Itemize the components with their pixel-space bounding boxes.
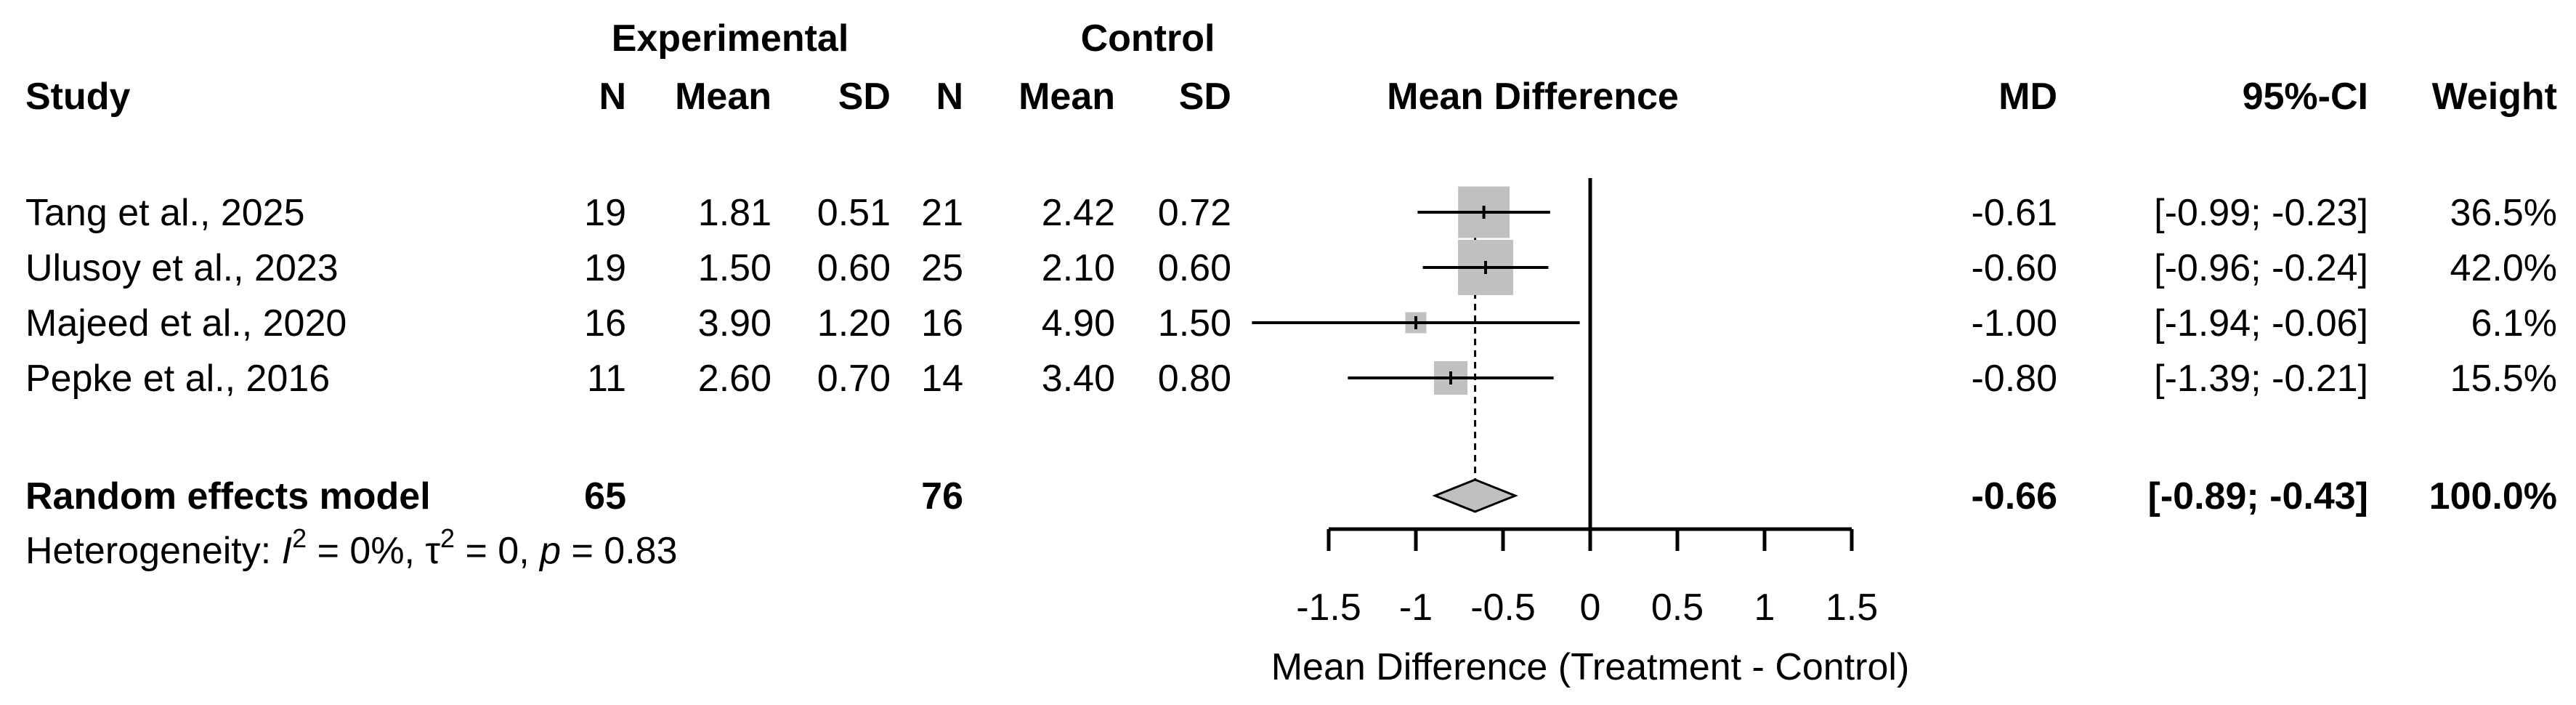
study-e-sd: 1.20: [817, 302, 891, 345]
study-md: -0.60: [1971, 247, 2057, 289]
header-experimental: Experimental: [612, 17, 849, 60]
het-tau-sup: 2: [440, 523, 455, 553]
study-c-sd: 0.72: [1158, 192, 1231, 234]
study-name: Pepke et al., 2016: [25, 358, 330, 400]
study-e-n: 11: [587, 358, 626, 400]
study-md: -0.80: [1971, 358, 2057, 400]
study-row-1: Ulusoy et al., 2023 19 1.50 0.60 25 2.10…: [25, 247, 2557, 289]
het-i2-value: = 0%,: [307, 530, 425, 572]
header-c-mean: Mean: [1018, 76, 1115, 118]
study-row-2: Majeed et al., 2020 16 3.90 1.20 16 4.90…: [25, 302, 2557, 345]
study-ci: [-0.99; -0.23]: [2154, 192, 2368, 234]
study-c-mean: 3.40: [1042, 358, 1115, 400]
x-axis-label: Mean Difference (Treatment - Control): [1271, 646, 1910, 688]
study-e-mean: 1.81: [698, 192, 771, 234]
study-c-mean: 2.10: [1042, 247, 1115, 289]
study-e-mean: 1.50: [698, 247, 771, 289]
het-i-sup: 2: [292, 523, 307, 553]
study-ci: [-1.94; -0.06]: [2154, 302, 2368, 345]
study-weight: 36.5%: [2450, 192, 2557, 234]
study-e-sd: 0.51: [817, 192, 891, 234]
het-tau-value: = 0,: [455, 530, 540, 572]
header-md: MD: [1998, 76, 2057, 118]
x-tick-label-1: -1: [1399, 587, 1433, 629]
study-c-mean: 4.90: [1042, 302, 1115, 345]
plot-marks: -1.5 -1 -0.5 0 0.5 1 1.5: [1252, 178, 1878, 629]
study-md: -1.00: [1971, 302, 2057, 345]
header-c-sd: SD: [1179, 76, 1231, 118]
het-prefix: Heterogeneity:: [25, 530, 282, 572]
study-c-n: 14: [921, 358, 963, 400]
study-md: -0.61: [1971, 192, 2057, 234]
study-c-n: 25: [921, 247, 963, 289]
study-c-mean: 2.42: [1042, 192, 1115, 234]
summary-e-n: 65: [584, 475, 626, 517]
header-control: Control: [1081, 17, 1215, 60]
header-e-n: N: [599, 76, 626, 118]
x-tick-label-3: 0: [1580, 587, 1601, 629]
header-c-n: N: [936, 76, 963, 118]
study-e-mean: 3.90: [698, 302, 771, 345]
study-name: Ulusoy et al., 2023: [25, 247, 339, 289]
header-weight: Weight: [2432, 76, 2557, 118]
study-name: Majeed et al., 2020: [25, 302, 347, 345]
heterogeneity-text: Heterogeneity: I2 = 0%, τ2 = 0, p = 0.83: [25, 523, 678, 572]
study-c-n: 21: [921, 192, 963, 234]
study-ci: [-0.96; -0.24]: [2154, 247, 2368, 289]
study-weight: 15.5%: [2450, 358, 2557, 400]
study-row-0: Tang et al., 2025 19 1.81 0.51 21 2.42 0…: [25, 192, 2557, 234]
summary-diamond: [1432, 478, 1518, 513]
x-tick-label-0: -1.5: [1296, 587, 1361, 629]
header-e-sd: SD: [838, 76, 891, 118]
summary-row: Random effects model 65 76 -0.66 [-0.89;…: [25, 475, 2557, 517]
summary-weight: 100.0%: [2429, 475, 2557, 517]
study-e-n: 16: [584, 302, 626, 345]
summary-name: Random effects model: [25, 475, 431, 517]
study-e-sd: 0.70: [817, 358, 891, 400]
header-study: Study: [25, 76, 131, 118]
het-p-value: = 0.83: [561, 530, 677, 572]
study-c-n: 16: [921, 302, 963, 345]
summary-md: -0.66: [1971, 475, 2057, 517]
header-plot-title: Mean Difference: [1387, 76, 1679, 118]
study-name: Tang et al., 2025: [25, 192, 305, 234]
study-e-n: 19: [584, 247, 626, 289]
het-i-symbol: I: [282, 530, 292, 572]
x-tick-label-6: 1.5: [1826, 587, 1878, 629]
study-c-sd: 0.60: [1158, 247, 1231, 289]
study-weight: 42.0%: [2450, 247, 2557, 289]
study-e-n: 19: [584, 192, 626, 234]
study-c-sd: 1.50: [1158, 302, 1231, 345]
x-tick-label-2: -0.5: [1470, 587, 1536, 629]
study-weight: 6.1%: [2471, 302, 2557, 345]
summary-ci: [-0.89; -0.43]: [2148, 475, 2368, 517]
study-row-3: Pepke et al., 2016 11 2.60 0.70 14 3.40 …: [25, 358, 2557, 400]
study-c-sd: 0.80: [1158, 358, 1231, 400]
header-ci: 95%-CI: [2243, 76, 2368, 118]
x-tick-label-5: 1: [1754, 587, 1775, 629]
summary-c-n: 76: [921, 475, 963, 517]
het-p-symbol: p: [538, 530, 561, 572]
study-ci: [-1.39; -0.21]: [2154, 358, 2368, 400]
x-tick-label-4: 0.5: [1651, 587, 1704, 629]
het-tau-symbol: τ: [425, 530, 440, 572]
header-e-mean: Mean: [675, 76, 771, 118]
study-e-sd: 0.60: [817, 247, 891, 289]
study-e-mean: 2.60: [698, 358, 771, 400]
